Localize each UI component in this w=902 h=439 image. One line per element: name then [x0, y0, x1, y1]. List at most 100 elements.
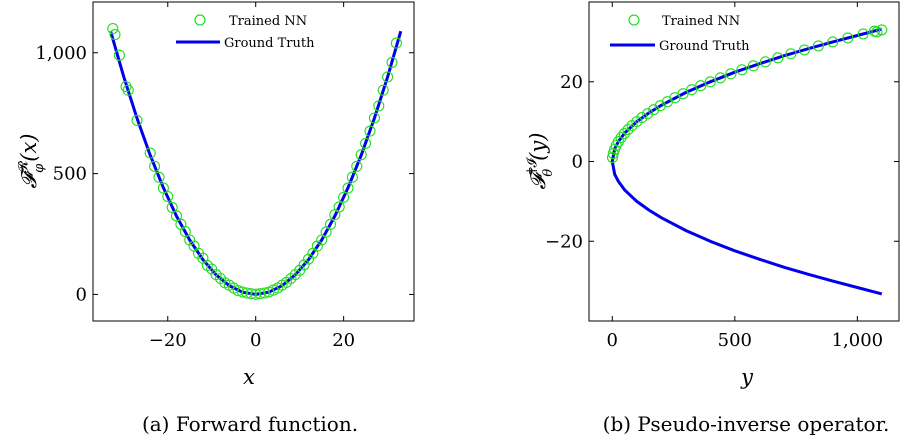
ground-truth-series — [610, 27, 883, 296]
y-axis-arg-b: (y) — [526, 133, 550, 161]
x-tick-label: 0 — [607, 330, 618, 351]
trained-nn-point — [615, 132, 627, 144]
caption-a: (a) Forward function. — [142, 412, 358, 436]
trained-nn-point — [695, 80, 707, 92]
trained-nn-point — [241, 287, 253, 299]
y-tick-label: 500 — [53, 164, 87, 185]
ground-truth-series — [109, 30, 403, 296]
trained-nn-point — [149, 160, 161, 172]
trained-nn-point — [179, 226, 191, 238]
trained-nn-point — [113, 49, 125, 61]
trained-nn-point — [206, 263, 218, 275]
trained-nn-points-b — [606, 24, 888, 164]
plot-frame-a — [92, 1, 415, 322]
trained-nn-point — [333, 201, 345, 213]
trained-nn-point — [338, 191, 350, 203]
x-tick-label: 1,000 — [832, 330, 884, 351]
axis-ticks-b — [589, 2, 899, 321]
trained-nn-point — [798, 44, 810, 56]
legend-label-trained-b: Trained NN — [662, 14, 740, 29]
x-axis-label-a: x — [243, 365, 255, 389]
trained-nn-point — [364, 125, 376, 137]
trained-nn-point — [131, 114, 143, 126]
trained-nn-point — [144, 147, 156, 159]
trained-nn-point — [618, 128, 630, 140]
svg-text:𝓕†𝓘θ(y): 𝓕†𝓘θ(y) — [525, 133, 556, 190]
trained-nn-point — [170, 210, 183, 222]
trained-nn-point — [254, 288, 266, 300]
trained-nn-point — [153, 171, 165, 183]
y-tick-label: −20 — [545, 231, 583, 252]
trained-nn-point — [876, 24, 888, 36]
trained-nn-point — [342, 182, 354, 194]
trained-nn-point — [351, 160, 363, 172]
legend-a: Trained NN Ground Truth — [176, 14, 315, 51]
trained-nn-point — [725, 68, 737, 80]
trained-nn-point — [377, 84, 389, 96]
x-tick-label: 20 — [332, 330, 355, 351]
x-axis-label-b: y — [740, 365, 754, 389]
trained-nn-point — [122, 84, 134, 96]
trained-nn-point — [622, 124, 634, 136]
trained-nn-points-a — [107, 23, 402, 300]
y-axis-label-a: 𝓕𝓡φ(x) — [16, 134, 47, 189]
trained-nn-point — [759, 56, 771, 68]
trained-nn-point — [157, 182, 169, 194]
trained-nn-point — [736, 64, 748, 76]
trained-nn-point — [842, 32, 854, 44]
trained-nn-point — [346, 171, 358, 183]
y-axis-sup-b: †𝓘 — [525, 156, 540, 174]
trained-nn-point — [355, 149, 367, 161]
trained-nn-point — [714, 72, 726, 84]
trained-nn-point — [772, 52, 784, 64]
x-tick-label: 500 — [718, 330, 752, 351]
y-tick-label: 0 — [572, 152, 583, 173]
trained-nn-point — [606, 151, 619, 164]
trained-nn-point — [812, 40, 824, 52]
caption-b: (b) Pseudo-inverse operator. — [603, 412, 890, 436]
x-tick-label: 0 — [250, 330, 261, 351]
trained-nn-point — [107, 23, 119, 35]
x-tick-label: −20 — [149, 330, 187, 351]
trained-nn-point — [162, 190, 174, 203]
trained-nn-point — [785, 48, 797, 60]
trained-nn-point — [686, 84, 698, 96]
trained-nn-point — [390, 37, 402, 49]
trained-nn-point — [109, 29, 121, 41]
trained-nn-point — [360, 137, 372, 149]
legend-b: Trained NN Ground Truth — [610, 14, 750, 54]
y-axis-sub-a: φ — [32, 163, 47, 173]
trained-nn-point — [236, 286, 249, 298]
trained-nn-point — [642, 108, 654, 120]
y-axis-label-b: 𝓕†𝓘θ(y) — [525, 133, 556, 190]
trained-nn-point — [373, 100, 385, 112]
legend-label-ground-b: Ground Truth — [659, 39, 750, 54]
legend-label-ground-a: Ground Truth — [224, 36, 315, 51]
y-tick-label: 1,000 — [35, 43, 87, 64]
trained-nn-point — [245, 288, 257, 300]
legend-marker-scatter-a — [194, 14, 206, 26]
tick-labels-b: 0 500 1,000 −20 0 20 — [545, 72, 883, 351]
trained-nn-point — [648, 104, 660, 116]
y-tick-label: 0 — [76, 284, 87, 305]
y-axis-sub-b: θ — [541, 169, 556, 177]
legend-label-trained-a: Trained NN — [229, 14, 307, 29]
trained-nn-point — [382, 71, 394, 83]
ground-truth-line-b — [610, 27, 883, 296]
trained-nn-point — [386, 56, 398, 68]
trained-nn-point — [250, 288, 262, 300]
svg-text:𝓕𝓡φ(x): 𝓕𝓡φ(x) — [16, 134, 47, 189]
tick-labels-a: −20 0 20 0 500 1,000 — [35, 43, 355, 351]
trained-nn-point — [827, 36, 839, 48]
trained-nn-point — [368, 112, 380, 124]
trained-nn-point — [636, 112, 648, 124]
y-tick-label: 20 — [560, 72, 583, 93]
trained-nn-point — [324, 218, 337, 230]
y-axis-arg-a: (x) — [17, 134, 41, 162]
trained-nn-point — [747, 60, 759, 72]
ground-truth-line-a — [109, 30, 403, 296]
trained-nn-point — [857, 28, 869, 40]
